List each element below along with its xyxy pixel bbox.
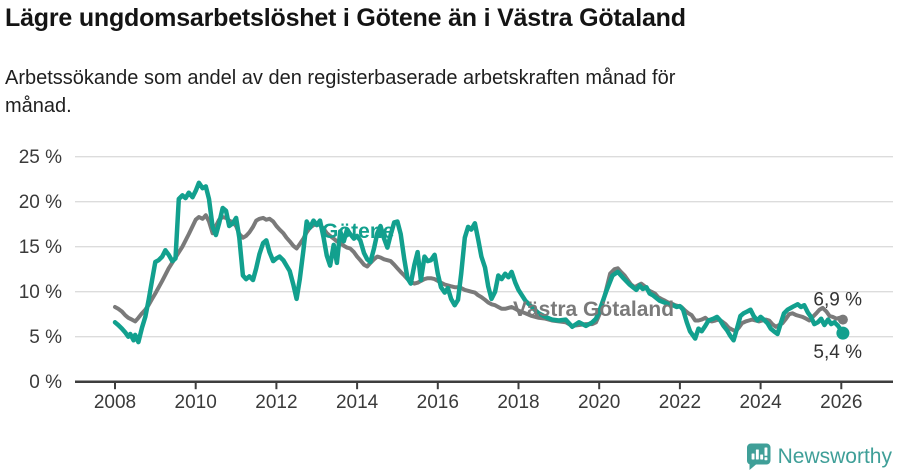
y-axis-label: 10 % [19,282,62,303]
x-axis-label: 2008 [94,392,136,413]
y-axis-label: 0 % [29,372,62,393]
gotene-line [112,180,846,345]
vastra-gotaland-series-label: Västra Götaland [513,298,674,321]
y-axis-label: 5 % [29,327,62,348]
vastra-gotaland-end-value-label: 6,9 % [813,290,862,311]
x-axis-label: 2014 [336,392,379,413]
gotene-series-label: Götene [322,220,394,243]
x-axis-label: 2012 [255,392,297,413]
newsworthy-logo-icon [746,443,771,470]
x-axis-label: 2016 [417,392,459,413]
x-axis-label: 2026 [820,392,862,413]
gotene-end-dot [836,326,850,340]
newsworthy-logo-text: Newsworthy [777,444,892,468]
x-axis-label: 2010 [175,392,217,413]
gotene-end-value-label: 5,4 % [813,342,862,363]
x-axis-label: 2022 [659,392,701,413]
vastra-gotaland-line [113,213,845,334]
x-axis-label: 2020 [578,392,620,413]
x-axis-label: 2024 [739,392,782,413]
newsworthy-brand: Newsworthy [746,443,892,470]
chart-subtitle: Arbetssökande som andel av den registerb… [5,67,676,118]
x-axis-label: 2018 [497,392,539,413]
chart-title: Lägre ungdomsarbetslöshet i Götene än i … [5,4,686,32]
y-axis-label: 20 % [19,192,62,213]
y-axis-label: 15 % [19,237,62,258]
y-axis-label: 25 % [19,147,62,168]
vastra-gotaland-end-dot [837,314,848,325]
